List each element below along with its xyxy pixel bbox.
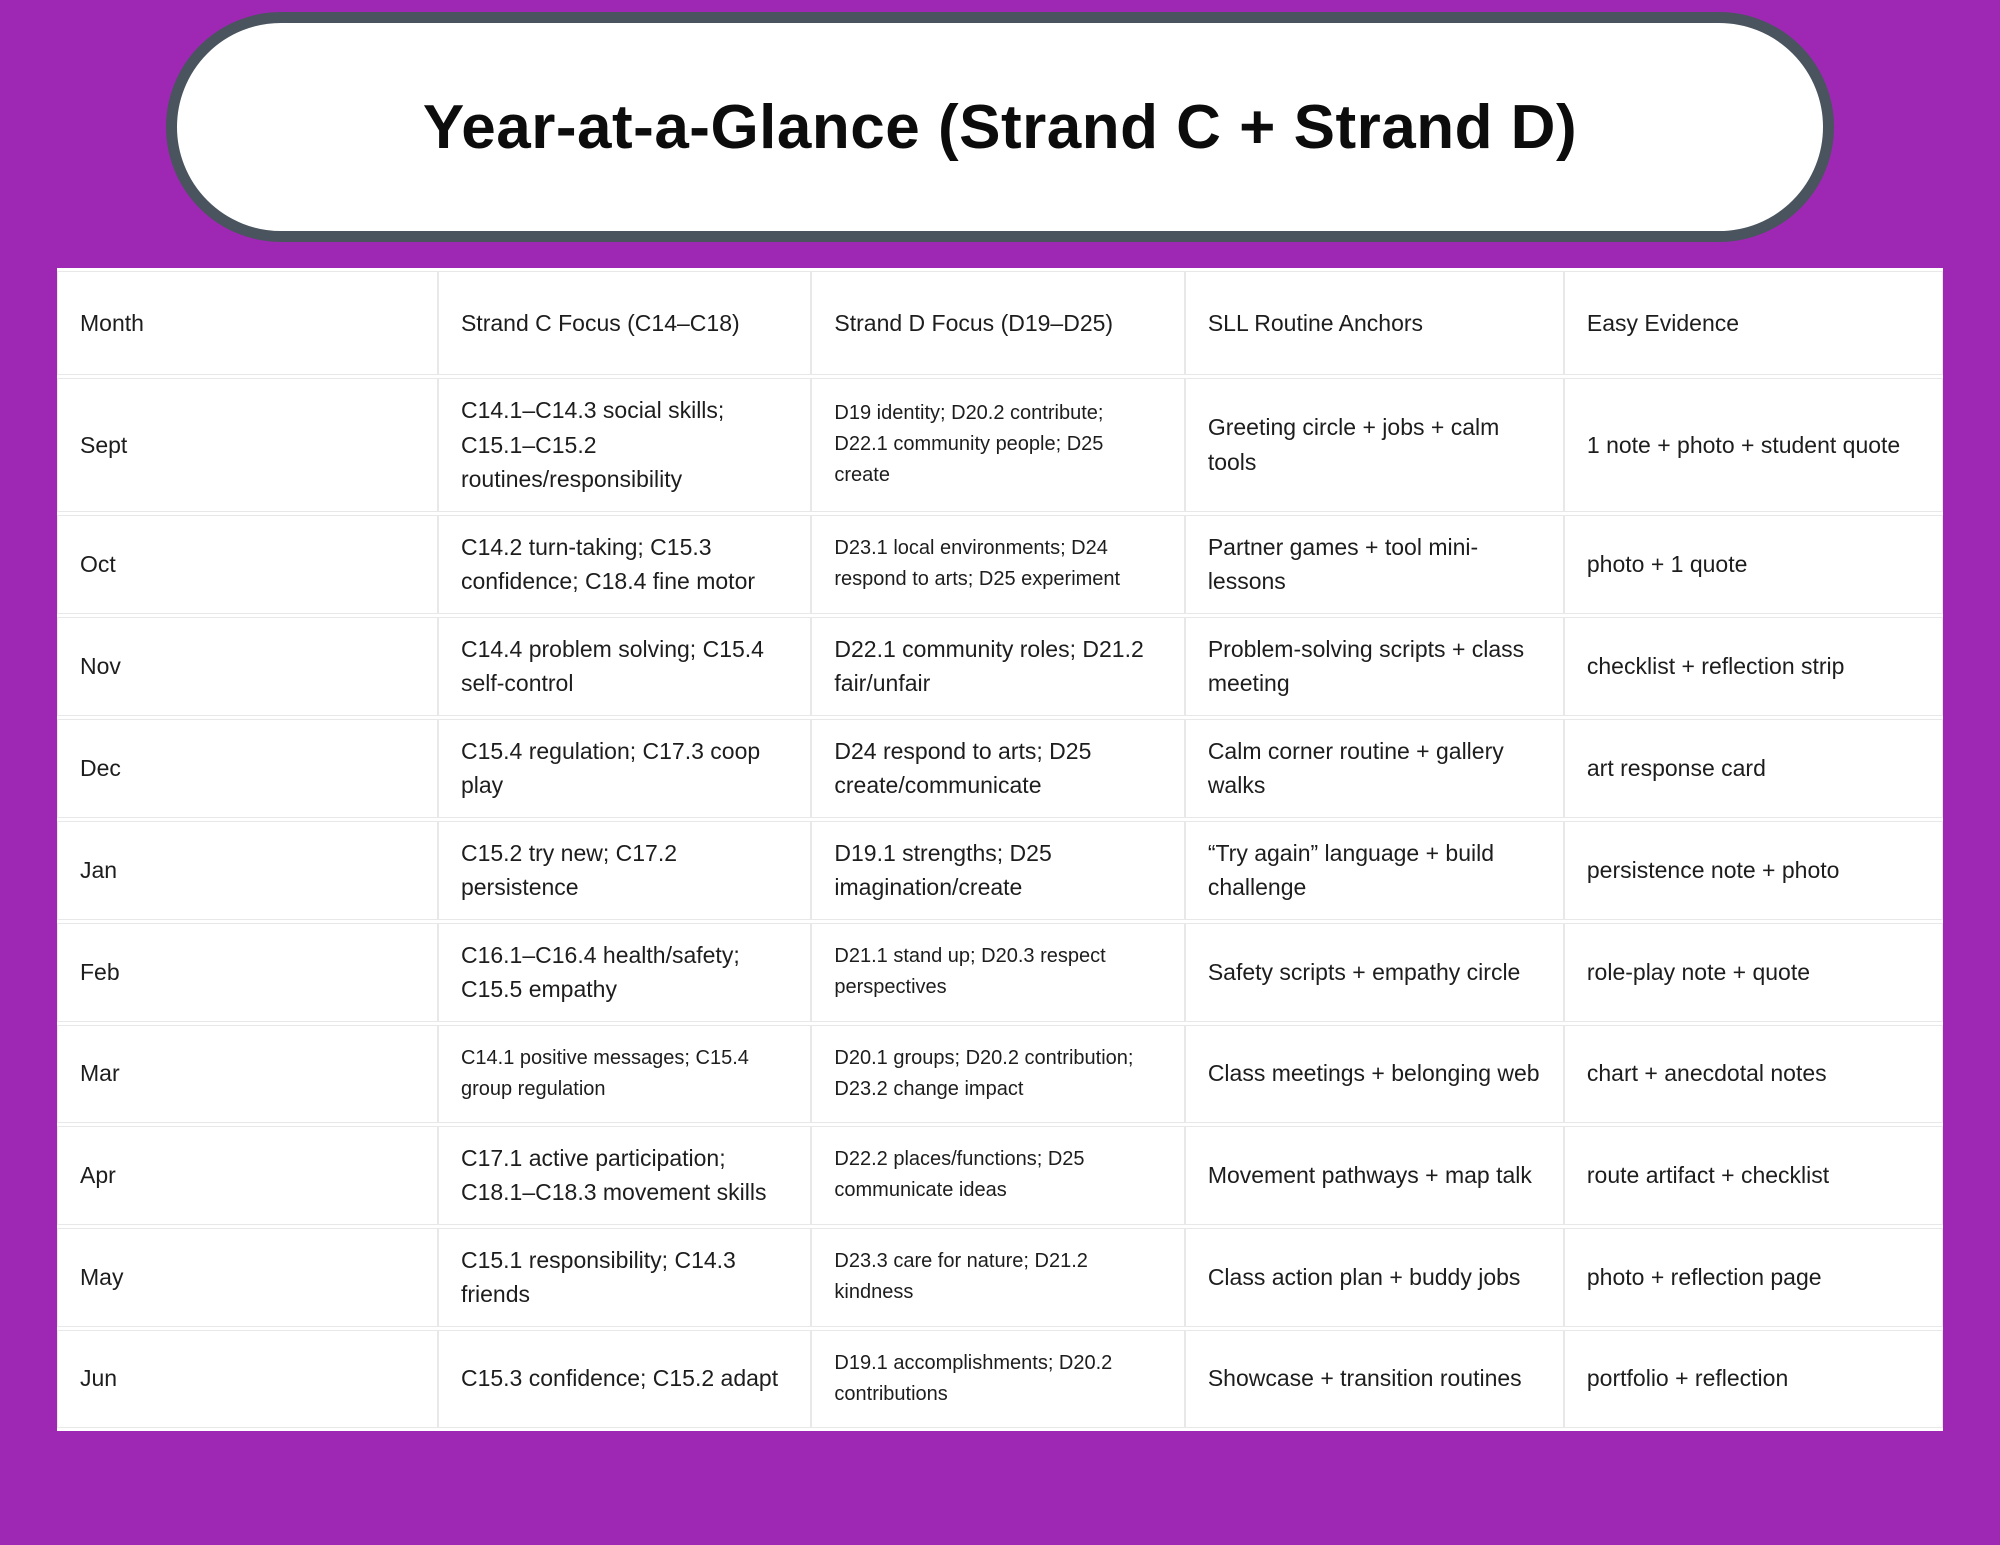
month-cell: Feb — [57, 922, 438, 1022]
month-cell: Sept — [57, 378, 438, 512]
sll-cell: Problem-solving scripts + class meeting — [1184, 616, 1564, 716]
table-header-row: Month Strand C Focus (C14–C18) Strand D … — [57, 271, 1943, 375]
strand-c-cell: C16.1–C16.4 health/safety; C15.5 empathy — [437, 922, 812, 1022]
table-row: Jun C15.3 confidence; C15.2 adapt D19.1 ac… — [57, 1329, 1943, 1428]
month-cell: Oct — [57, 514, 438, 614]
strand-d-cell: D24 respond to arts; D25 create/communic… — [811, 718, 1185, 818]
month-cell: May — [57, 1227, 438, 1327]
sll-cell: Class meetings + belonging web — [1184, 1024, 1564, 1123]
strand-c-cell: C14.1 positive messages; C15.4 group reg… — [437, 1024, 812, 1123]
strand-d-cell: D22.1 community roles; D21.2 fair/unfair — [811, 616, 1185, 716]
strand-d-cell: D19.1 accomplishments; D20.2 contributio… — [811, 1329, 1185, 1428]
strand-d-cell: D20.1 groups; D20.2 contribution; D23.2 … — [811, 1024, 1185, 1123]
strand-c-cell: C14.1–C14.3 social skills; C15.1–C15.2 r… — [437, 378, 812, 512]
table-row: Apr C17.1 active participation; C18.1–C18… — [57, 1125, 1943, 1225]
strand-d-cell: D23.3 care for nature; D21.2 kindness — [811, 1227, 1185, 1327]
evidence-cell: portfolio + reflection — [1563, 1329, 1943, 1428]
strand-c-cell: C15.3 confidence; C15.2 adapt — [437, 1329, 812, 1428]
column-header-month: Month — [57, 271, 438, 375]
strand-c-cell: C15.1 responsibility; C14.3 friends — [437, 1227, 812, 1327]
strand-d-cell: D21.1 stand up; D20.3 respect perspectiv… — [811, 922, 1185, 1022]
strand-d-cell: D23.1 local environments; D24 respond to… — [811, 514, 1185, 614]
strand-c-cell: C15.4 regulation; C17.3 coop play — [437, 718, 812, 818]
month-cell: Mar — [57, 1024, 438, 1123]
strand-c-cell: C14.2 turn-taking; C15.3 confidence; C18… — [437, 514, 812, 614]
table-row: Jan C15.2 try new; C17.2 persistence D19.1… — [57, 820, 1943, 920]
table-row: Dec C15.4 regulation; C17.3 coop play D24 … — [57, 718, 1943, 818]
year-at-a-glance-table: Month Strand C Focus (C14–C18) Strand D … — [57, 268, 1943, 1431]
sll-cell: “Try again” language + build challenge — [1184, 820, 1564, 920]
sll-cell: Movement pathways + map talk — [1184, 1125, 1564, 1225]
strand-c-cell: C15.2 try new; C17.2 persistence — [437, 820, 812, 920]
month-cell: Jun — [57, 1329, 438, 1428]
column-header-strand-c: Strand C Focus (C14–C18) — [437, 271, 812, 375]
month-cell: Jan — [57, 820, 438, 920]
column-header-evidence: Easy Evidence — [1563, 271, 1943, 375]
evidence-cell: checklist + reflection strip — [1563, 616, 1943, 716]
evidence-cell: chart + anecdotal notes — [1563, 1024, 1943, 1123]
strand-d-cell: D19.1 strengths; D25 imagination/create — [811, 820, 1185, 920]
column-header-strand-d: Strand D Focus (D19–D25) — [811, 271, 1185, 375]
evidence-cell: route artifact + checklist — [1563, 1125, 1943, 1225]
strand-d-cell: D22.2 places/functions; D25 communicate … — [811, 1125, 1185, 1225]
table-row: Nov C14.4 problem solving; C15.4 self-con… — [57, 616, 1943, 716]
evidence-cell: role-play note + quote — [1563, 922, 1943, 1022]
table-row: Oct C14.2 turn-taking; C15.3 confidence; … — [57, 514, 1943, 614]
month-cell: Nov — [57, 616, 438, 716]
strand-d-cell: D19 identity; D20.2 contribute; D22.1 co… — [811, 378, 1185, 512]
strand-c-cell: C17.1 active participation; C18.1–C18.3 … — [437, 1125, 812, 1225]
sll-cell: Showcase + transition routines — [1184, 1329, 1564, 1428]
table-row: Mar C14.1 positive messages; C15.4 group … — [57, 1024, 1943, 1123]
sll-cell: Class action plan + buddy jobs — [1184, 1227, 1564, 1327]
month-cell: Apr — [57, 1125, 438, 1225]
sll-cell: Greeting circle + jobs + calm tools — [1184, 378, 1564, 512]
page-title: Year-at-a-Glance (Strand C + Strand D) — [422, 92, 1578, 162]
month-cell: Dec — [57, 718, 438, 818]
table-row: May C15.1 responsibility; C14.3 friends D2… — [57, 1227, 1943, 1327]
evidence-cell: photo + reflection page — [1563, 1227, 1943, 1327]
evidence-cell: art response card — [1563, 718, 1943, 818]
column-header-sll: SLL Routine Anchors — [1184, 271, 1564, 375]
table-body: Sept C14.1–C14.3 social skills; C15.1–C15… — [57, 378, 1943, 1428]
strand-c-cell: C14.4 problem solving; C15.4 self-contro… — [437, 616, 812, 716]
evidence-cell: photo + 1 quote — [1563, 514, 1943, 614]
evidence-cell: persistence note + photo — [1563, 820, 1943, 920]
sll-cell: Safety scripts + empathy circle — [1184, 922, 1564, 1022]
table-row: Sept C14.1–C14.3 social skills; C15.1–C15… — [57, 378, 1943, 512]
table-row: Feb C16.1–C16.4 health/safety; C15.5 empa… — [57, 922, 1943, 1022]
sll-cell: Partner games + tool mini-lessons — [1184, 514, 1564, 614]
sll-cell: Calm corner routine + gallery walks — [1184, 718, 1564, 818]
title-banner: Year-at-a-Glance (Strand C + Strand D) — [166, 12, 1834, 242]
evidence-cell: 1 note + photo + student quote — [1563, 378, 1943, 512]
